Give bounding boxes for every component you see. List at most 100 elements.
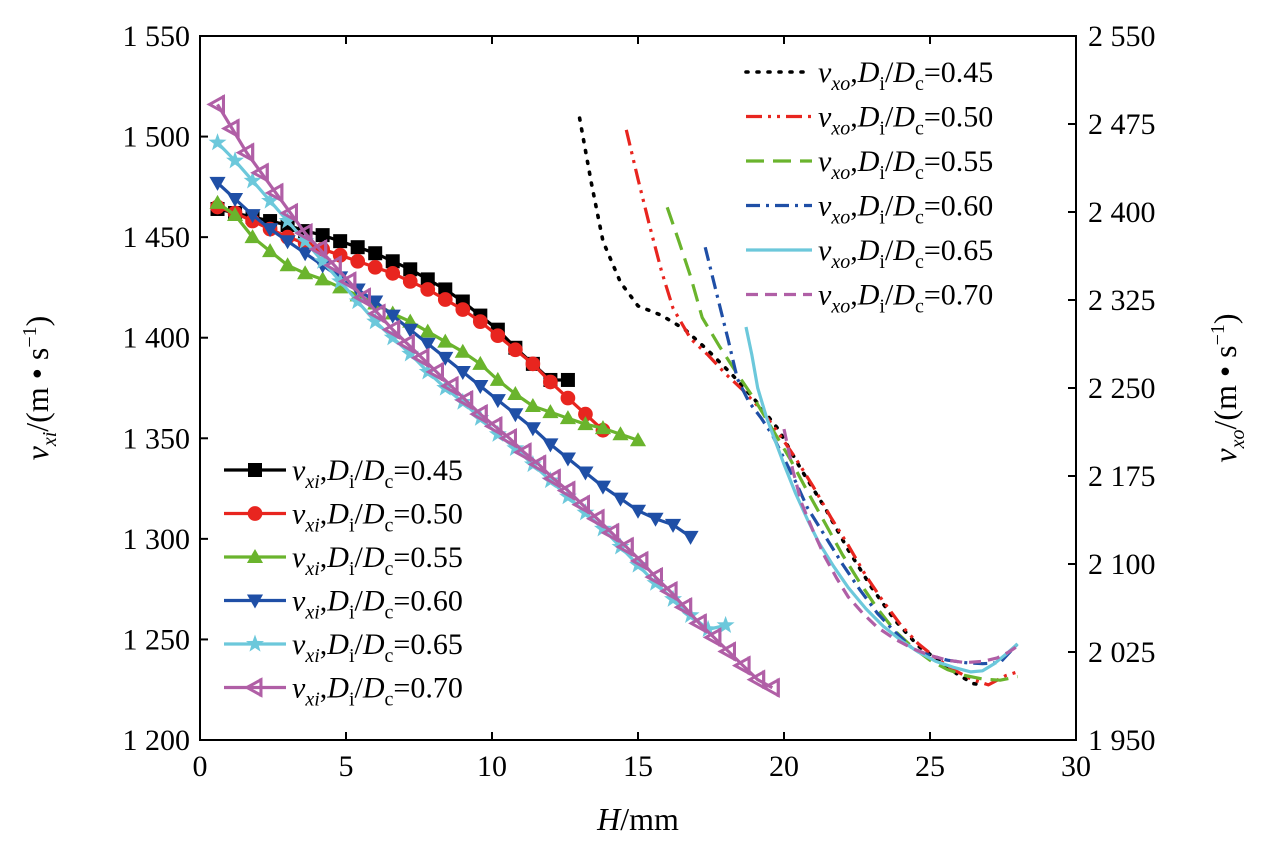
legend-label: vxi,Di/Dc=0.45: [292, 454, 463, 493]
tri-left-marker: [279, 202, 298, 224]
circle-marker: [525, 356, 541, 372]
vxo-series-0.50: [624, 129, 1019, 687]
circle-marker: [560, 390, 576, 406]
triangle-up-marker: [297, 265, 314, 280]
triangle-down-marker: [454, 365, 471, 380]
y-right-tick-label: 2 475: [1088, 108, 1156, 141]
x-tick-label: 30: [1061, 750, 1091, 783]
tri-left-marker: [323, 255, 342, 276]
tri-left-marker: [243, 677, 263, 698]
tri-left-marker: [600, 522, 620, 544]
y-left-tick-label: 1 500: [123, 121, 191, 154]
legend-label: vxo,Di/Dc=0.60: [818, 190, 993, 229]
vxo-series-0.65: [744, 326, 1019, 674]
tri-left-marker: [644, 566, 663, 588]
circle-marker: [350, 253, 366, 269]
x-tick-label: 15: [623, 750, 653, 783]
legend-outer-item-0.50: vxo,Di/Dc=0.50: [746, 101, 993, 140]
triangle-down-marker: [209, 176, 226, 191]
y-left-tick-label: 1 350: [123, 422, 191, 455]
y-right-tick-label: 2 250: [1088, 372, 1156, 405]
triangle-down-marker: [489, 394, 506, 409]
legend-label: vxi,Di/Dc=0.50: [292, 498, 463, 537]
star-marker: [699, 619, 718, 638]
triangle-up-marker: [577, 416, 594, 431]
circle-marker: [455, 302, 471, 317]
tri-left-marker: [264, 182, 284, 204]
tri-left-marker: [673, 597, 693, 618]
legend-outer-item-0.45: vxo,Di/Dc=0.45: [744, 56, 993, 95]
axis-titles-layer: H/mm vxi/(m • s−1) vxo/(m • s−1): [19, 313, 1249, 837]
tri-left-marker: [702, 627, 722, 648]
star-marker: [243, 171, 262, 189]
legend-outer-item-0.65: vxo,Di/Dc=0.65: [746, 234, 993, 273]
triangle-down-marker: [384, 309, 401, 324]
tri-left-marker: [615, 536, 634, 558]
square-marker: [368, 246, 383, 261]
triangle-down-marker: [594, 480, 612, 495]
x-tick-label: 20: [769, 750, 799, 783]
x-tick-label: 5: [339, 750, 354, 783]
square-marker: [333, 234, 348, 249]
tri-left-marker: [381, 319, 401, 340]
legend-label: vxo,Di/Dc=0.50: [818, 101, 993, 140]
x-tick-label: 10: [477, 750, 507, 783]
triangle-down-marker: [402, 323, 419, 338]
star-marker: [246, 634, 264, 652]
tri-left-outline: [206, 94, 225, 115]
legend-outer-item-0.55: vxo,Di/Dc=0.55: [746, 145, 993, 184]
triangle-down-marker: [246, 594, 264, 609]
legend-inner-item-0.65: vxi,Di/Dc=0.65: [224, 628, 463, 667]
square-marker: [438, 282, 453, 297]
triangle-up-marker: [246, 548, 264, 563]
y-left-axis-title: vxi/(m • s−1): [19, 316, 61, 461]
tri-left-marker: [308, 238, 328, 260]
star-marker: [261, 191, 280, 209]
triangle-up-marker: [279, 257, 296, 272]
inner-series-layer: [206, 94, 780, 698]
tri-left-marker: [206, 94, 225, 115]
legend-label: vxo,Di/Dc=0.70: [818, 279, 993, 318]
square-marker: [385, 254, 400, 269]
tri-left-marker: [410, 347, 430, 369]
triangle-down-marker: [226, 192, 244, 207]
circle-marker: [420, 282, 436, 297]
y-left-tick-label: 1 450: [123, 221, 191, 254]
tri-left-marker: [717, 641, 736, 662]
tri-left-marker: [337, 271, 357, 292]
triangle-up-marker: [244, 229, 261, 244]
tri-left-marker: [498, 428, 517, 449]
circle-marker: [472, 314, 488, 329]
triangle-down-marker: [577, 466, 594, 481]
star-marker: [348, 292, 367, 310]
triangle-down-marker: [472, 380, 489, 395]
y-left-tick-label: 1 400: [123, 322, 191, 355]
triangle-down-marker: [507, 408, 524, 423]
tri-left-marker: [439, 375, 459, 397]
star-marker: [716, 615, 735, 633]
triangle-up-marker: [209, 194, 226, 209]
y-right-tick-label: 2 325: [1088, 284, 1156, 317]
tri-left-marker: [629, 550, 649, 572]
vxi-series-0.60: [209, 176, 699, 545]
triangle-down-marker: [559, 452, 576, 467]
star-marker: [401, 344, 420, 362]
legend-inner-item-0.45: vxi,Di/Dc=0.45: [224, 454, 463, 493]
triangle-down-marker: [279, 235, 296, 250]
square-marker: [560, 372, 575, 387]
triangle-up-marker: [524, 398, 541, 413]
triangle-down-marker: [682, 530, 699, 545]
triangle-down-marker: [524, 422, 541, 437]
tri-left-marker: [688, 613, 707, 634]
triangle-up-marker: [454, 343, 471, 358]
triangle-up-marker: [507, 385, 524, 400]
legend-label: vxo,Di/Dc=0.45: [818, 56, 993, 95]
tri-left-marker: [556, 480, 576, 501]
circle-marker: [578, 406, 593, 422]
circle-marker: [490, 328, 506, 344]
tri-left-marker: [352, 287, 371, 308]
triangle-down-marker: [629, 504, 647, 519]
star-marker: [313, 251, 332, 269]
